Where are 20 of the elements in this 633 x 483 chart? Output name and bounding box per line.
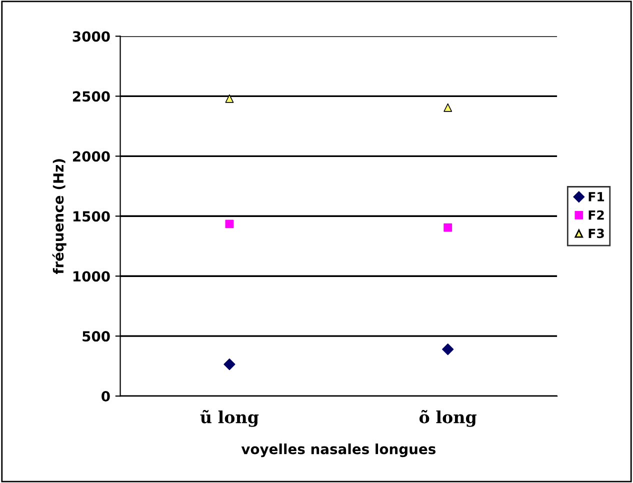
- legend-label: F3: [588, 228, 604, 238]
- x-tick-label: õ long: [419, 410, 477, 427]
- point: [224, 358, 236, 370]
- y-tick-label: 2500: [72, 91, 110, 102]
- y-tick-label: 0: [102, 391, 110, 402]
- y-tick-label: 1500: [73, 211, 110, 222]
- y-tick-label: 2000: [72, 151, 110, 162]
- x-axis-title: voyelles nasales longues: [241, 444, 436, 458]
- y-tick-label: 500: [82, 331, 110, 342]
- point: [444, 223, 452, 232]
- legend-label: F2: [588, 210, 604, 220]
- y-axis-title: fréquence (Hz): [52, 159, 66, 274]
- point: [444, 103, 452, 112]
- y-tick-label: 3000: [72, 31, 110, 42]
- y-tick-label: 1000: [73, 271, 110, 282]
- point: [225, 220, 234, 228]
- x-tick-label: ũ long: [200, 410, 259, 427]
- legend-label: F1: [588, 192, 604, 202]
- point: [225, 94, 234, 103]
- point: [442, 343, 454, 356]
